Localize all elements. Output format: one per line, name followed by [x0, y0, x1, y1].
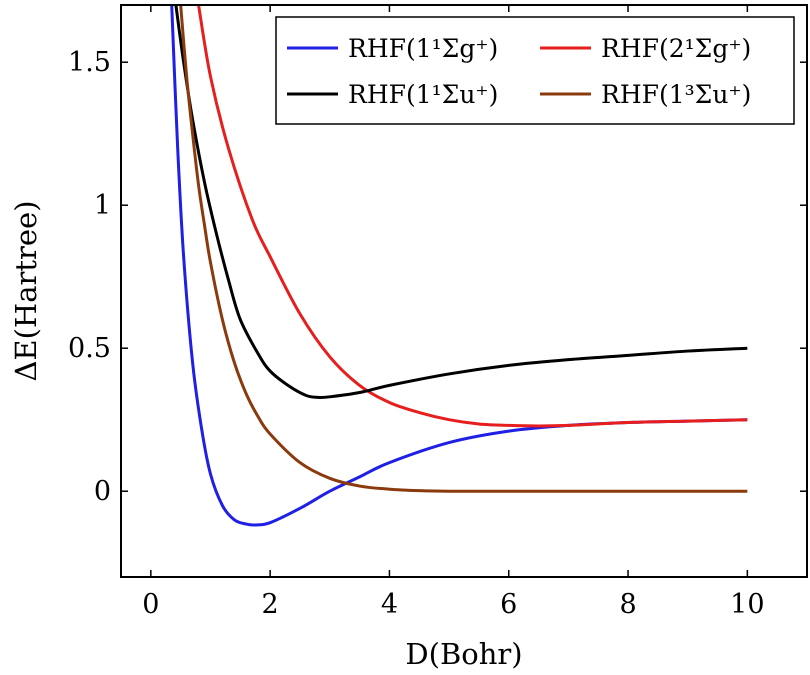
series-line-2 — [174, 5, 748, 400]
y-tick-label: 0.5 — [68, 333, 111, 364]
ticks-layer: 0 2 4 6 8 10 0 0.5 1 1.5 — [68, 5, 807, 620]
x-tick-label: 10 — [730, 589, 764, 620]
series-layer — [170, 5, 748, 527]
y-tick-label: 1 — [94, 190, 111, 221]
x-tick-label: 8 — [619, 589, 636, 620]
x-axis-label: D(Bohr) — [405, 637, 522, 671]
x-tick-label: 0 — [142, 589, 159, 620]
y-tick-label: 0 — [94, 476, 111, 507]
series-line-3 — [179, 5, 748, 493]
plot-frame — [120, 4, 808, 578]
y-axis-label: ΔE(Hartree) — [9, 200, 43, 381]
legend-label-1: RHF(2¹Σg⁺) — [601, 34, 751, 63]
legend: RHF(1¹Σg⁺) RHF(2¹Σg⁺) RHF(1¹Σu⁺) RHF(1³Σ… — [275, 16, 795, 125]
x-tick-label: 6 — [500, 589, 517, 620]
legend-label-2: RHF(1¹Σu⁺) — [348, 80, 498, 109]
legend-label-3: RHF(1³Σu⁺) — [601, 80, 751, 109]
series-line-0 — [170, 5, 748, 527]
legend-label-0: RHF(1¹Σg⁺) — [348, 34, 498, 63]
legend-box — [275, 16, 795, 125]
x-tick-label: 2 — [262, 589, 279, 620]
series-line-1 — [197, 5, 748, 428]
y-tick-label: 1.5 — [68, 47, 111, 78]
x-tick-label: 4 — [381, 589, 398, 620]
